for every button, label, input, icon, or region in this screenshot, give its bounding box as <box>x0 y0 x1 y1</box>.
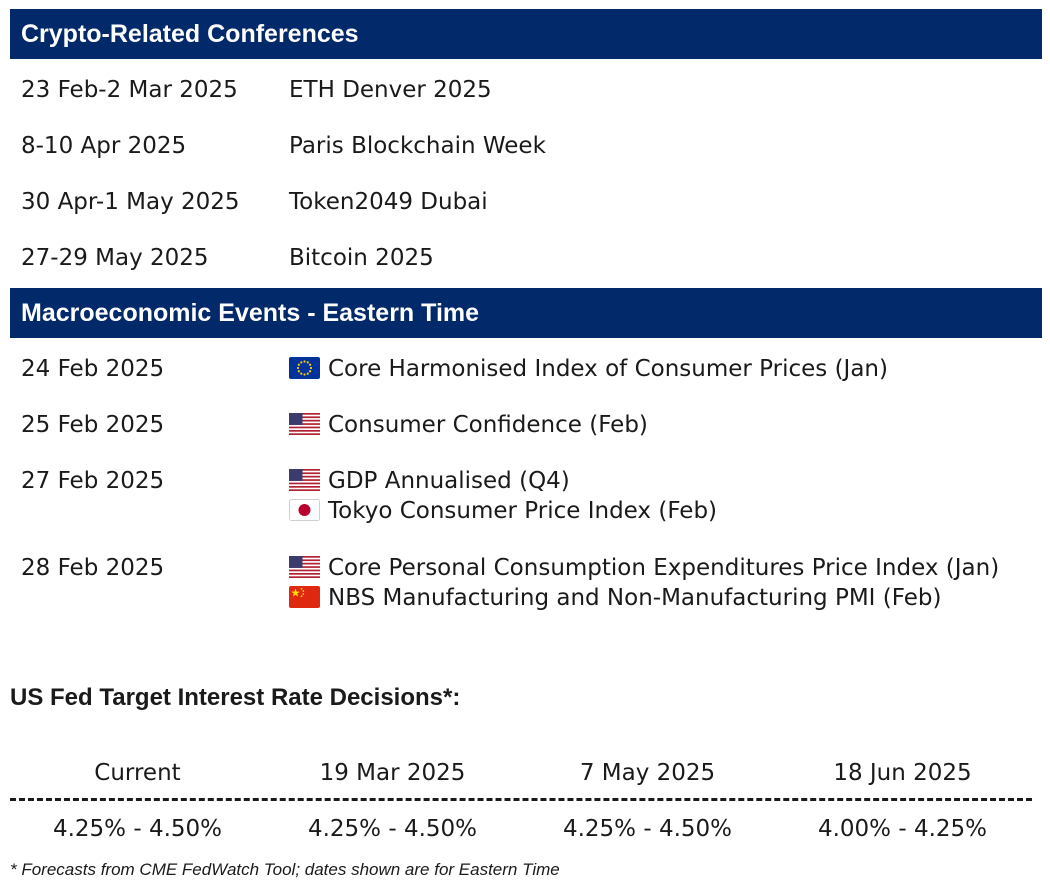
conference-date: 30 Apr-1 May 2025 <box>21 189 240 215</box>
us-flag-icon <box>289 413 320 435</box>
macro-event-text: NBS Manufacturing and Non-Manufacturing … <box>328 585 942 611</box>
rate-value: 4.25% - 4.50% <box>562 816 733 842</box>
macro-event-date: 28 Feb 2025 <box>21 555 165 581</box>
footnote: * Forecasts from CME FedWatch Tool; date… <box>10 860 560 879</box>
macro-event-line: Consumer Confidence (Feb) <box>289 410 648 440</box>
cn-flag-icon <box>289 586 320 608</box>
rate-value: 4.25% - 4.50% <box>52 816 223 842</box>
macro-event-date: 24 Feb 2025 <box>21 356 165 382</box>
macro-event-text: Core Personal Consumption Expenditures P… <box>328 555 1000 581</box>
macro-event-text: Core Harmonised Index of Consumer Prices… <box>328 356 888 382</box>
macro-event-text: Consumer Confidence (Feb) <box>328 412 648 438</box>
conference-name: Bitcoin 2025 <box>289 245 434 271</box>
macro-event-line: Tokyo Consumer Price Index (Feb) <box>289 496 717 526</box>
rate-value: 4.00% - 4.25% <box>817 816 988 842</box>
conference-date: 27-29 May 2025 <box>21 245 209 271</box>
rate-column-header: 19 Mar 2025 <box>319 760 466 786</box>
rates-title: US Fed Target Interest Rate Decisions*: <box>10 684 461 711</box>
conference-date: 23 Feb-2 Mar 2025 <box>21 77 238 103</box>
macro-event-line: NBS Manufacturing and Non-Manufacturing … <box>289 583 999 613</box>
conferences-heading: Crypto-Related Conferences <box>10 9 1042 59</box>
macro-event-list: Core Harmonised Index of Consumer Prices… <box>289 354 888 384</box>
us-flag-icon <box>289 556 320 578</box>
jp-flag-icon <box>289 499 320 521</box>
macro-event-date: 27 Feb 2025 <box>21 468 165 494</box>
conference-date: 8-10 Apr 2025 <box>21 133 187 159</box>
macro-event-line: Core Harmonised Index of Consumer Prices… <box>289 354 888 384</box>
rate-column-header: Current <box>94 760 181 786</box>
macro-event-text: GDP Annualised (Q4) <box>328 468 570 494</box>
rate-column-header: 7 May 2025 <box>579 760 716 786</box>
rate-column-header: 18 Jun 2025 <box>833 760 972 786</box>
macro-event-date: 25 Feb 2025 <box>21 412 165 438</box>
macro-heading: Macroeconomic Events - Eastern Time <box>10 288 1042 338</box>
us-flag-icon <box>289 469 320 491</box>
conference-name: ETH Denver 2025 <box>289 77 492 103</box>
macro-event-line: Core Personal Consumption Expenditures P… <box>289 553 999 583</box>
macro-event-list: Consumer Confidence (Feb) <box>289 410 648 440</box>
macro-event-list: GDP Annualised (Q4) Tokyo Consumer Price… <box>289 466 717 526</box>
rate-value: 4.25% - 4.50% <box>307 816 478 842</box>
conference-name: Paris Blockchain Week <box>289 133 546 159</box>
conference-name: Token2049 Dubai <box>289 189 488 215</box>
macro-event-line: GDP Annualised (Q4) <box>289 466 717 496</box>
eu-flag-icon <box>289 357 320 379</box>
dashed-divider <box>10 798 1032 801</box>
macro-event-text: Tokyo Consumer Price Index (Feb) <box>328 498 718 524</box>
macro-event-list: Core Personal Consumption Expenditures P… <box>289 553 999 613</box>
